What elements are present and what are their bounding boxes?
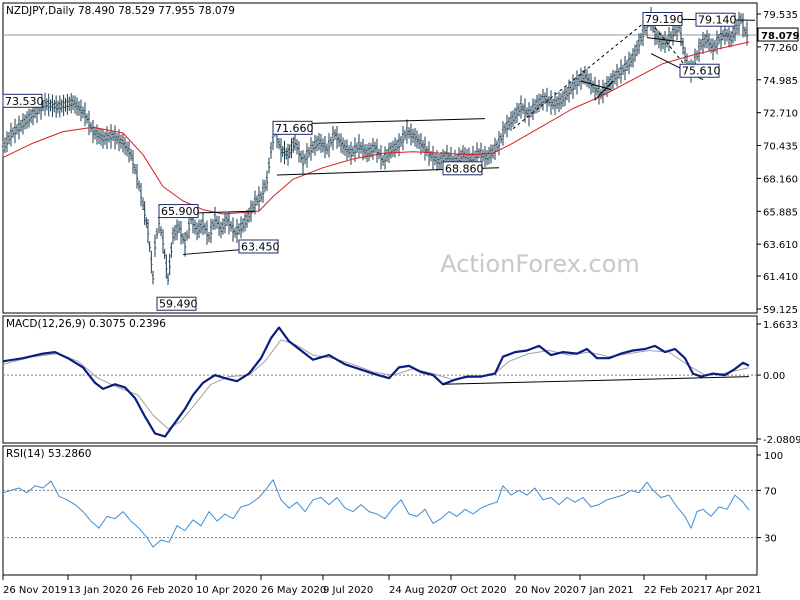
price-annotation-box: [442, 161, 483, 176]
price-axis-tick-label: 59.125: [763, 305, 798, 316]
price-axis-tick-label: 74.985: [763, 76, 798, 87]
price-annotation-label: 63.450: [241, 240, 280, 253]
price-annotation-label: 79.190: [645, 13, 684, 26]
current-price-box: [757, 27, 799, 42]
price-axis-tick-label: 68.160: [763, 174, 798, 185]
price-annotation-label: 65.900: [161, 205, 200, 218]
macd-trendline: [442, 376, 750, 385]
price-trendline: [594, 80, 614, 101]
price-dashed-line: [512, 18, 650, 130]
x-axis-tick-label: 7 Apr 2021: [706, 585, 761, 596]
price-annotation-label: 73.530: [5, 95, 44, 108]
macd-axis-tick-label: 0.00: [763, 371, 785, 382]
x-axis-tick-label: 10 Apr 2020: [196, 585, 258, 596]
macd-line: [2, 326, 750, 438]
rsi-panel: RSI(14) 53.2860 100 70 30: [2, 445, 783, 576]
price-annotation-label: 68.860: [445, 162, 484, 175]
price-trendline: [646, 37, 684, 43]
price-annotation-box: [272, 120, 313, 135]
macd-axis-tick-label: -2.0809: [763, 435, 800, 446]
price-bars: [1, 6, 749, 285]
price-annotation-box: [238, 239, 279, 254]
price-annotation-label: 79.140: [698, 14, 737, 27]
rsi-axis-tick-label: 30: [764, 534, 777, 545]
rsi-panel-title: RSI(14) 53.2860: [6, 448, 91, 460]
price-panel-frame: [2, 2, 758, 314]
macd-panel: MACD(12,26,9) 0.3075 0.2396 1.6633 0.00 -2…: [2, 315, 800, 446]
price-annotation-box: [679, 63, 720, 78]
price-annotation-box: [158, 204, 199, 219]
x-axis-tick-label: 20 Nov 2020: [515, 585, 579, 596]
macd-panel-title: MACD(12,26,9) 0.3075 0.2396: [6, 318, 166, 330]
x-axis-tick-label: 7 Oct 2020: [451, 585, 506, 596]
x-axis-tick-label: 26 Feb 2020: [131, 585, 193, 596]
price-axis-tick-label: 65.885: [763, 207, 798, 218]
current-price-label: 78.079: [761, 31, 800, 42]
price-annotation-label: 71.660: [275, 122, 314, 135]
x-axis-tick-label: 26 Nov 2019: [3, 585, 67, 596]
watermark: ActionForex.com: [440, 250, 640, 278]
rsi-panel-frame: [2, 445, 758, 576]
price-panel: ActionForex.com NZDJPY,Daily 78.490 78.5…: [1, 2, 800, 316]
price-annotation-label: 75.610: [682, 65, 721, 78]
price-axis-tick-label: 61.410: [763, 272, 798, 283]
x-axis-tick-label: 9 Jul 2020: [323, 585, 373, 596]
price-dashed-line: [654, 27, 688, 69]
price-axis-tick-label: 63.610: [763, 240, 798, 251]
x-axis-tick-label: 24 Aug 2020: [389, 585, 453, 596]
x-axis-tick-label: 26 May 2020: [261, 585, 326, 596]
rsi-axis-tick-label: 100: [764, 451, 783, 462]
price-annotation-label: 59.490: [159, 298, 198, 311]
x-axis: 26 Nov 2019 13 Jan 2020 26 Feb 2020 10 Apr …: [2, 575, 761, 596]
rsi-line: [2, 479, 750, 548]
price-annotation-box: [695, 12, 736, 27]
ema-line: [2, 41, 750, 215]
price-axis-tick-label: 79.535: [763, 10, 798, 21]
price-axis-tick-label: 72.710: [763, 109, 798, 120]
price-annotation-box: [156, 296, 197, 311]
price-annotation-box: [642, 11, 683, 26]
price-axis-tick-label: 77.260: [763, 43, 798, 54]
rsi-axis-tick-label: 70: [764, 486, 777, 497]
x-axis-tick-label: 13 Jan 2020: [68, 585, 128, 596]
price-panel-title: NZDJPY,Daily 78.490 78.529 77.955 78.079: [6, 5, 235, 17]
x-axis-tick-label: 7 Jan 2021: [580, 585, 634, 596]
macd-axis-tick-label: 1.6633: [763, 320, 798, 331]
macd-panel-frame: [2, 315, 758, 444]
x-axis-tick-label: 22 Feb 2021: [644, 585, 706, 596]
price-axis-tick-label: 70.435: [763, 142, 798, 153]
price-annotation-box: [2, 93, 43, 108]
